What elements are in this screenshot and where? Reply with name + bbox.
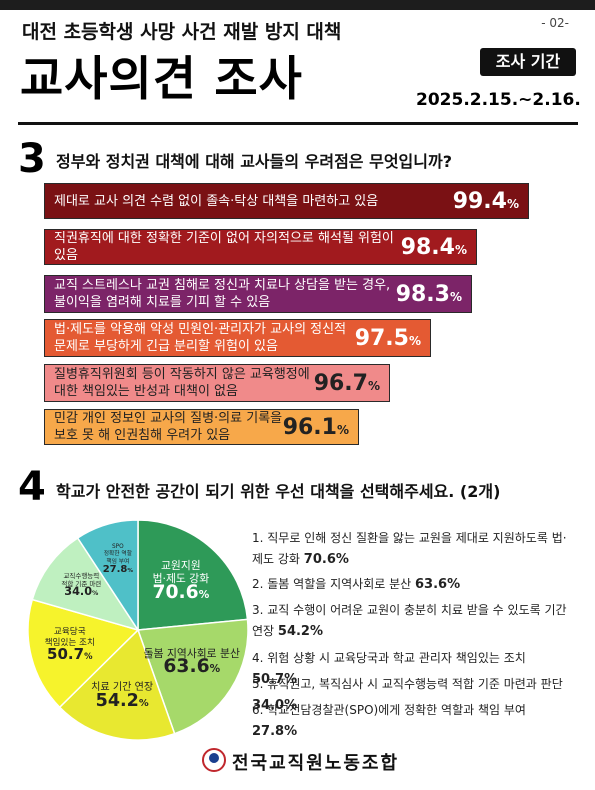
pie-slice-4 (27, 598, 140, 709)
question-3-text: 정부와 정치권 대책에 대해 교사들의 우려점은 무엇입니까? (56, 152, 452, 171)
pie-label-3: 치료 기간 연장 54.2% (91, 682, 154, 711)
period-dates: 2025.2.15.~2.16. (416, 90, 581, 110)
pie-label-1: 교원지원 법·제도 강화 70.6% (152, 558, 210, 603)
bar-value: 98.3% (395, 281, 462, 307)
pie-slice-1 (137, 519, 249, 631)
page-number: - 02- (541, 16, 569, 30)
pie-label-2: 돌봄 지역사회로 분산 63.6% (143, 646, 240, 678)
footer-org: 전국교직원노동조합 (232, 753, 400, 774)
question-3-number: 3 (18, 136, 46, 182)
bar-4: 법·제도를 악용해 악성 민원인·관리자가 교사의 정신적 문제로 부당하게 긴… (44, 319, 431, 357)
pie-label-4: 교육당국 책임있는 조치 50.7% (44, 627, 95, 663)
bar-3: 교직 스트레스나 교권 침해로 정신과 치료나 상담을 받는 경우, 불이익을 … (44, 275, 472, 313)
legend-item-6: 6. 학교전담경찰관(SPO)에게 정확한 역할과 책임 부여 27.8% (252, 703, 526, 739)
page-title: 교사의견 조사 (20, 52, 303, 107)
pie-slice-2 (136, 618, 249, 735)
legend-item-1: 1. 직무로 인해 정신 질환을 앓는 교원을 제대로 지원하도록 법·제도 강… (252, 531, 567, 567)
bar-value: 96.7% (313, 370, 380, 396)
question-4-number: 4 (18, 464, 46, 510)
legend-item-3: 3. 교직 수행이 어려운 교원이 충분히 치료 받을 수 있도록 기간 연장 … (252, 603, 567, 639)
legend-item-2: 2. 돌봄 역할을 지역사회로 분산 63.6% (252, 577, 461, 592)
bar-label: 법·제도를 악용해 악성 민원인·관리자가 교사의 정신적 문제로 부당하게 긴… (54, 322, 347, 354)
union-logo-icon (202, 748, 226, 772)
bar-6: 민감 개인 정보인 교사의 질병·의료 기록을 보호 못 해 인권침해 우려가 … (44, 409, 359, 445)
pie-slice-6 (76, 519, 139, 633)
page-subtitle: 대전 초등학생 사망 사건 재발 방지 대책 (22, 21, 342, 43)
legend-item-4: 4. 위험 상황 시 교육당국과 학교 관리자 책임있는 조치 50.7% (252, 651, 526, 687)
title-divider (18, 122, 578, 125)
legend-item-5: 5. 휴직권고, 복직심사 시 교직수행능력 적합 기준 마련과 판단 34.0… (252, 677, 563, 713)
bar-value: 96.1% (282, 414, 349, 440)
bar-label: 직권휴직에 대한 정확한 기준이 없어 자의적으로 해석될 위험이 있음 (54, 231, 394, 263)
period-label: 조사 기간 (480, 48, 576, 76)
question-4-text: 학교가 안전한 공간이 되기 위한 우선 대책을 선택해주세요. (2개) (56, 482, 501, 501)
bar-label: 교직 스트레스나 교권 침해로 정신과 치료나 상담을 받는 경우, 불이익을 … (54, 278, 391, 310)
pie-slice-5 (31, 536, 140, 632)
bar-label: 제대로 교사 의견 수렴 없이 졸속·탁상 대책을 마련하고 있음 (54, 193, 379, 209)
bar-1: 제대로 교사 의견 수렴 없이 졸속·탁상 대책을 마련하고 있음 99.4% (44, 183, 529, 219)
pie-slice-3 (58, 628, 176, 741)
pie-label-5: 교직수행능력 적합 기준 마련 34.0% (61, 572, 102, 599)
bar-label: 질병휴직위원회 등이 작동하지 않은 교육행정에 대한 책임있는 반성과 대책이… (54, 367, 310, 399)
bar-value: 97.5% (354, 325, 421, 351)
pie-label-6: SPO 정확한 역할 책임 부여 27.8% (102, 544, 133, 575)
bar-value: 98.4% (400, 234, 467, 260)
bar-label: 민감 개인 정보인 교사의 질병·의료 기록을 보호 못 해 인권침해 우려가 … (54, 411, 283, 443)
pie-chart (27, 519, 249, 741)
bar-2: 직권휴직에 대한 정확한 기준이 없어 자의적으로 해석될 위험이 있음 98.4… (44, 229, 477, 265)
bar-value: 99.4% (452, 188, 519, 214)
bar-5: 질병휴직위원회 등이 작동하지 않은 교육행정에 대한 책임있는 반성과 대책이… (44, 364, 390, 402)
top-bar (0, 0, 595, 10)
